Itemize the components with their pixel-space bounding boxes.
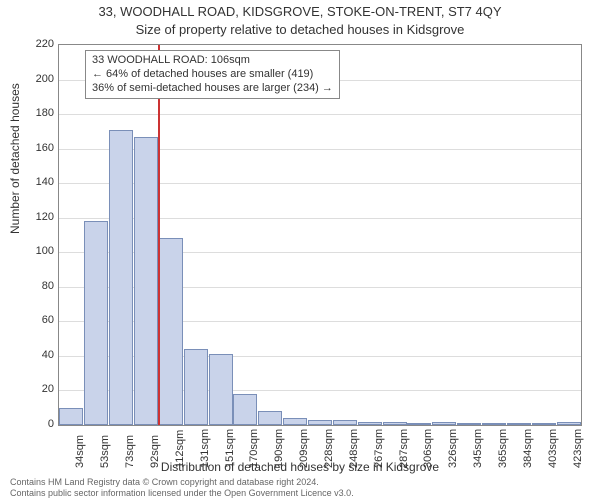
gridline: [59, 114, 581, 115]
x-tick-label: 326sqm: [447, 429, 459, 468]
x-tick-label: 112sqm: [174, 430, 186, 468]
y-tick-label: 200: [14, 73, 54, 85]
histogram-bar: [258, 411, 282, 425]
x-tick-label: 345sqm: [472, 429, 484, 468]
x-tick-label: 170sqm: [248, 429, 260, 468]
annotation-box: 33 WOODHALL ROAD: 106sqm ← 64% of detach…: [85, 50, 340, 99]
x-tick-label: 73sqm: [124, 435, 136, 468]
y-tick-label: 0: [14, 418, 54, 430]
x-tick-label: 287sqm: [398, 429, 410, 468]
footer-line2: Contains public sector information licen…: [10, 488, 354, 498]
histogram-bar: [358, 422, 382, 425]
histogram-bar: [383, 422, 407, 425]
x-tick-label: 403sqm: [547, 429, 559, 468]
chart-area: [58, 44, 582, 426]
title-address: 33, WOODHALL ROAD, KIDSGROVE, STOKE-ON-T…: [0, 4, 600, 19]
y-tick-label: 140: [14, 176, 54, 188]
x-tick-label: 209sqm: [298, 429, 310, 468]
x-tick-label: 423sqm: [572, 429, 584, 468]
y-tick-label: 180: [14, 107, 54, 119]
x-tick-label: 92sqm: [149, 435, 161, 468]
x-tick-label: 53sqm: [99, 435, 111, 468]
histogram-bar: [109, 130, 133, 425]
x-tick-label: 248sqm: [348, 429, 360, 468]
histogram-bar: [233, 394, 257, 425]
histogram-bar: [59, 408, 83, 425]
x-tick-label: 190sqm: [273, 429, 285, 468]
x-tick-label: 365sqm: [497, 429, 509, 468]
x-tick-label: 306sqm: [422, 429, 434, 468]
histogram-bar: [308, 420, 332, 425]
y-tick-label: 160: [14, 142, 54, 154]
x-tick-label: 384sqm: [522, 429, 534, 468]
annotation-line2: ← 64% of detached houses are smaller (41…: [92, 68, 333, 82]
x-tick-label: 267sqm: [373, 429, 385, 468]
footer-attribution: Contains HM Land Registry data © Crown c…: [10, 477, 354, 498]
y-tick-label: 60: [14, 314, 54, 326]
title-subtitle: Size of property relative to detached ho…: [0, 22, 600, 37]
y-tick-label: 220: [14, 38, 54, 50]
histogram-bar: [507, 423, 531, 425]
property-marker-line: [158, 45, 160, 425]
y-tick-label: 20: [14, 383, 54, 395]
histogram-bar: [333, 420, 357, 425]
footer-line1: Contains HM Land Registry data © Crown c…: [10, 477, 354, 487]
x-tick-label: 131sqm: [199, 429, 211, 468]
y-tick-label: 120: [14, 211, 54, 223]
histogram-bar: [184, 349, 208, 425]
x-tick-label: 151sqm: [224, 429, 236, 468]
histogram-bar: [283, 418, 307, 425]
histogram-bar: [557, 422, 581, 425]
histogram-bar: [159, 238, 183, 425]
y-tick-label: 100: [14, 245, 54, 257]
x-tick-label: 34sqm: [74, 435, 86, 468]
y-tick-label: 80: [14, 280, 54, 292]
annotation-line1: 33 WOODHALL ROAD: 106sqm: [92, 54, 333, 68]
histogram-bar: [432, 422, 456, 425]
y-tick-label: 40: [14, 349, 54, 361]
histogram-bar: [84, 221, 108, 425]
histogram-bar: [209, 354, 233, 425]
x-tick-label: 228sqm: [323, 429, 335, 468]
histogram-bar: [482, 423, 506, 425]
histogram-bar: [457, 423, 481, 425]
histogram-bar: [532, 423, 556, 425]
histogram-bar: [407, 423, 431, 425]
histogram-bar: [134, 137, 158, 425]
annotation-line3: 36% of semi-detached houses are larger (…: [92, 82, 333, 96]
